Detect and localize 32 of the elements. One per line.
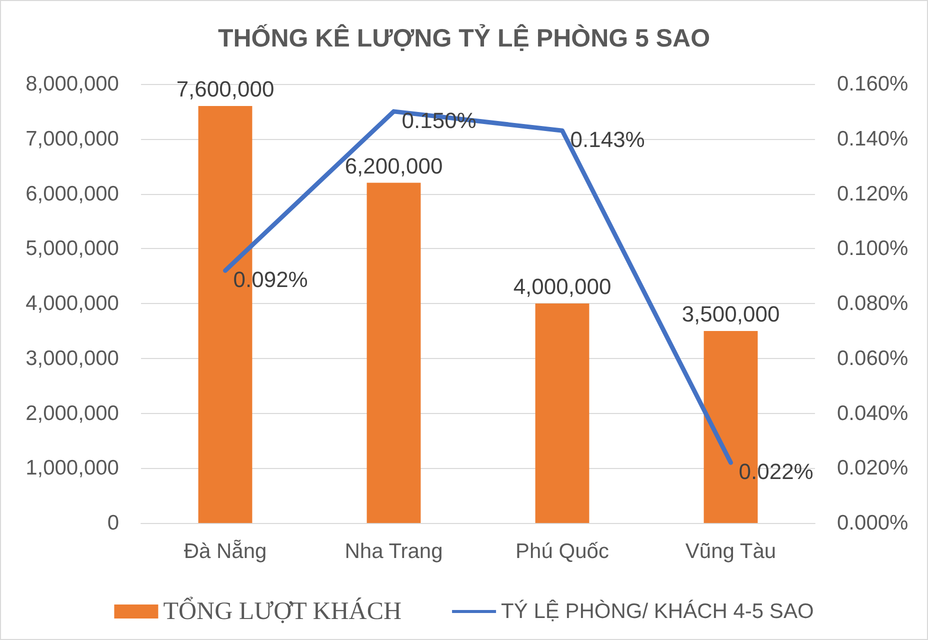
y2-tick-label: 0.160% [837,72,908,96]
y2-tick-label: 0.080% [837,292,908,315]
legend-label: TỔNG LƯỢT KHÁCH [163,596,402,625]
data-label: 0.143% [570,127,645,152]
y-tick-label: 0 [107,512,119,534]
data-label: 6,200,000 [344,153,443,178]
data-label: 7,600,000 [176,76,274,102]
y2-tick-label: 0.040% [837,402,908,425]
y2-tick-label: 0.000% [837,512,908,534]
y-tick-label: 3,000,000 [26,346,119,370]
x-tick-label: Đà Nẵng [184,539,267,563]
y-tick-label: 7,000,000 [26,127,119,150]
y2-tick-label: 0.100% [837,237,908,260]
data-label: 3,500,000 [682,301,780,326]
y-tick-label: 1,000,000 [26,456,119,480]
y2-tick-label: 0.120% [837,182,908,206]
y2-tick-label: 0.020% [837,456,908,480]
legend-label: TÝ LỆ PHÒNG/ KHÁCH 4-5 SAO [501,599,814,623]
chart-title: THỐNG KÊ LƯỢNG TỶ LỆ PHÒNG 5 SAO [218,24,710,52]
bar [535,304,590,523]
data-label: 4,000,000 [513,274,612,299]
y-tick-label: 2,000,000 [26,402,119,425]
x-tick-label: Vũng Tàu [685,540,776,563]
y-tick-label: 6,000,000 [26,182,119,206]
x-tick-label: Nha Trang [344,540,443,563]
y-tick-label: 5,000,000 [26,237,119,260]
y2-tick-label: 0.140% [837,127,908,150]
bar [366,182,421,523]
x-tick-label: Phú Quốc [516,540,609,563]
y-tick-label: 4,000,000 [26,292,119,315]
y-tick-label: 8,000,000 [26,72,119,96]
y2-tick-label: 0.060% [837,346,908,370]
